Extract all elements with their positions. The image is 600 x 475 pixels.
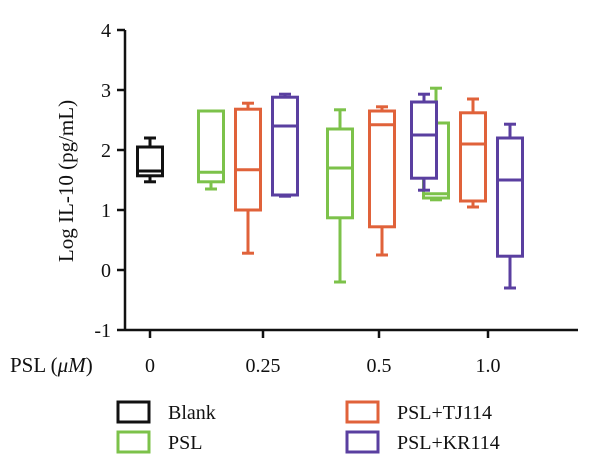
x-axis: 0 0.25 0.5 1.0 xyxy=(125,328,578,377)
boxes xyxy=(136,86,524,290)
legend-swatch xyxy=(345,400,380,424)
legend-item-psl-kr114: PSL+KR114 xyxy=(345,430,500,454)
legend-swatch xyxy=(116,400,151,424)
box-iqr xyxy=(410,100,438,180)
x-axis-label: PSL (μM) xyxy=(10,353,93,377)
box-psl-tj114-0_5 xyxy=(368,105,396,257)
box-iqr xyxy=(234,107,262,212)
legend-item-psl: PSL xyxy=(116,430,202,454)
y-axis: 4 3 2 1 0 -1 xyxy=(94,20,127,342)
box-iqr xyxy=(271,95,299,197)
y-tick-label: 1 xyxy=(101,200,111,222)
x-axis-label-prefix: PSL ( xyxy=(10,353,58,377)
box-psl-0_25 xyxy=(197,109,225,191)
legend-label: PSL+TJ114 xyxy=(397,402,492,424)
box-psl-kr114-0_5 xyxy=(410,92,438,192)
x-tick-label: 0 xyxy=(145,355,155,377)
box-iqr xyxy=(368,109,396,229)
legend-label: PSL xyxy=(168,432,202,454)
box-psl-0_5 xyxy=(326,108,354,284)
box-iqr xyxy=(197,109,225,184)
y-tick-label: 3 xyxy=(101,80,111,102)
legend-item-psl-tj114: PSL+TJ114 xyxy=(345,400,492,424)
box-iqr xyxy=(326,127,354,220)
legend-item-blank: Blank xyxy=(116,400,216,424)
y-tick-label: 0 xyxy=(101,260,111,282)
box-blank-0 xyxy=(136,136,164,184)
x-axis-label-unit: μM xyxy=(57,353,88,377)
x-tick-label: 1.0 xyxy=(476,355,501,377)
legend-label: Blank xyxy=(168,402,216,424)
legend-label: PSL+KR114 xyxy=(397,432,500,454)
x-tick-label: 0.25 xyxy=(246,355,281,377)
legend-swatch xyxy=(345,430,380,454)
y-tick-label: -1 xyxy=(94,320,111,342)
box-psl-tj114-0_25 xyxy=(234,101,262,255)
y-tick-label: 2 xyxy=(101,140,111,162)
x-axis-label-suffix: ) xyxy=(86,353,93,377)
box-psl-tj114-1_0 xyxy=(459,97,487,209)
legend-swatch xyxy=(116,430,151,454)
legend: Blank PSL PSL+TJ114 PSL+KR114 xyxy=(116,400,500,454)
box-iqr xyxy=(459,111,487,203)
box-psl-kr114-0_25 xyxy=(271,92,299,198)
y-tick-label: 4 xyxy=(101,20,111,42)
box-psl-kr114-1_0 xyxy=(496,122,524,290)
y-axis-label: Log IL-10 (pg/mL) xyxy=(54,100,78,262)
box-iqr xyxy=(496,136,524,258)
x-tick-label: 0.5 xyxy=(367,355,392,377)
